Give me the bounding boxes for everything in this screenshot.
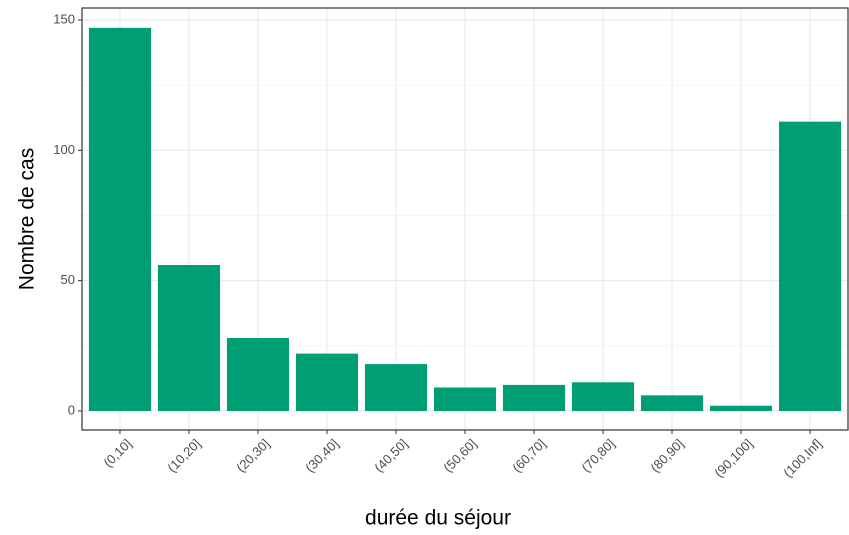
- x-tick-label: (80,90]: [647, 436, 686, 475]
- x-tick-label: (50,60]: [440, 436, 479, 475]
- bar: [778, 121, 842, 411]
- y-axis-title: Nombre de cas: [16, 148, 39, 290]
- y-tick-label: 0: [68, 402, 75, 417]
- x-tick-label: (20,30]: [233, 436, 272, 475]
- x-tick-label: (90,100]: [711, 436, 755, 480]
- bar: [157, 265, 221, 411]
- y-tick-label: 100: [53, 142, 75, 157]
- bar: [502, 384, 566, 411]
- x-tick-label: (0,10]: [100, 436, 134, 470]
- x-tick-label: (60,70]: [509, 436, 548, 475]
- bar: [88, 27, 152, 411]
- bar: [640, 395, 704, 411]
- panel-border: [81, 7, 849, 431]
- x-axis-title: durée du séjour: [365, 507, 511, 530]
- y-tick-label: 50: [61, 272, 75, 287]
- bar: [709, 405, 773, 411]
- x-tick-label: (70,80]: [578, 436, 617, 475]
- x-tick-label: (10,20]: [164, 436, 203, 475]
- bar: [433, 387, 497, 411]
- x-tick-label: (100,Inf]: [780, 436, 824, 480]
- x-tick-label: (30,40]: [302, 436, 341, 475]
- x-tick-label: (40,50]: [371, 436, 410, 475]
- y-tick-label: 150: [53, 11, 75, 26]
- bar: [295, 353, 359, 411]
- bar: [364, 364, 428, 411]
- bar: [226, 337, 290, 411]
- bar: [571, 382, 635, 411]
